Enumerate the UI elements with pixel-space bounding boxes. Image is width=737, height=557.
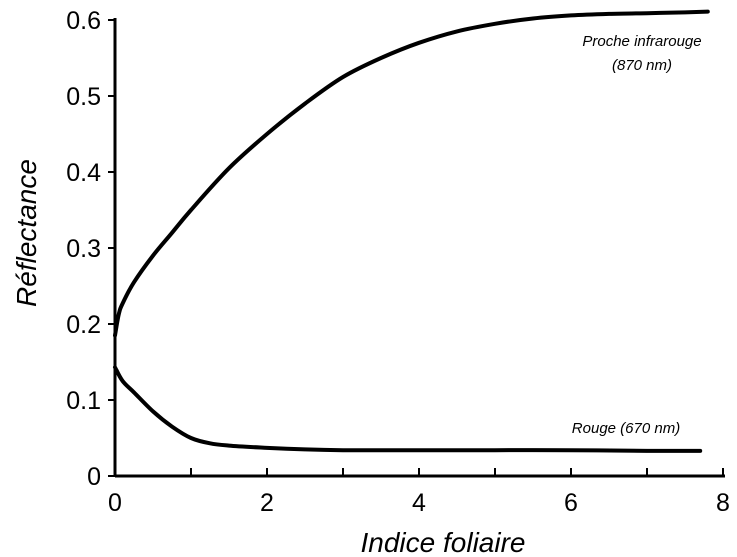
y-tick-label: 0.2 [66,311,101,339]
x-axis-title: Indice foliaire [361,527,526,557]
y-tick-label: 0.5 [66,83,101,111]
axes [113,18,725,478]
y-axis-title: Réflectance [11,159,42,307]
annotation-nir-line1: Proche infrarouge [582,33,701,50]
x-tick-label: 6 [564,489,578,517]
series-line-nir [113,9,710,338]
ticks: 0 0.1 0.2 0.3 0.4 0.5 0.6 0 2 4 6 8 [66,7,730,517]
y-tick-label: 0.4 [66,159,101,187]
x-tick-label: 0 [108,489,122,517]
annotation-red: Rouge (670 nm) [572,420,680,437]
x-tick-label: 2 [260,489,274,517]
y-tick-label: 0.6 [66,7,101,35]
series-layer [113,9,710,453]
annotation-nir-line2: (870 nm) [612,57,672,74]
series-line-red [113,365,703,453]
y-tick-label: 0.3 [66,235,101,263]
x-tick-label: 4 [412,489,426,517]
x-tick-label: 8 [716,489,730,517]
y-tick-label: 0 [87,463,101,491]
y-tick-label: 0.1 [66,387,101,415]
